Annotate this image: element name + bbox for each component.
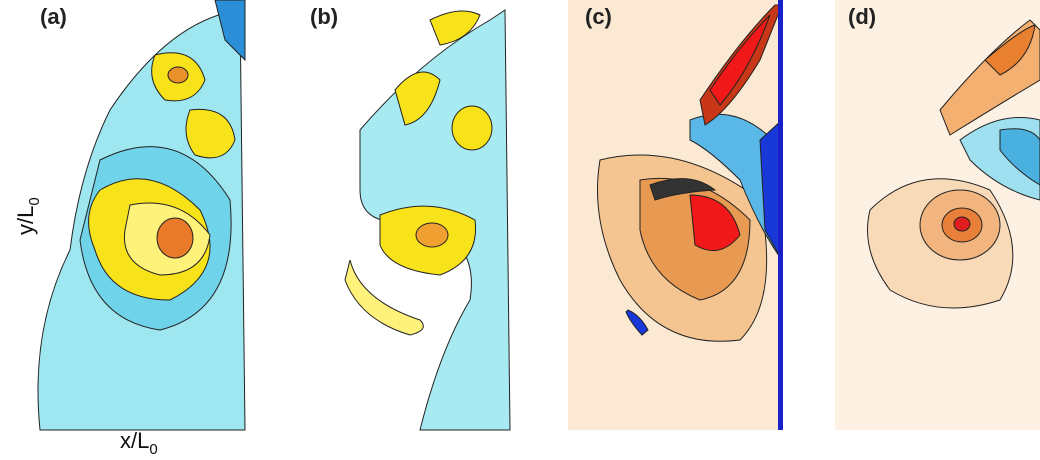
panel-label: (b) (310, 4, 338, 29)
x-axis-label-text: x/L (120, 428, 149, 453)
panel-d (835, 0, 1040, 430)
y-axis-label-subscript: 0 (26, 197, 43, 205)
x-axis-label-subscript: 0 (149, 441, 157, 458)
y-axis-label-text: y/L (13, 206, 38, 235)
panel-a (30, 0, 246, 431)
panel-label: (d) (848, 4, 876, 29)
panel-label: (c) (585, 4, 612, 29)
panel-c (568, 0, 783, 430)
panel-label: (a) (40, 4, 67, 29)
panel-b (344, 9, 511, 431)
x-axis-label: x/L0 (120, 428, 158, 458)
y-axis-label: y/L0 (13, 197, 43, 235)
